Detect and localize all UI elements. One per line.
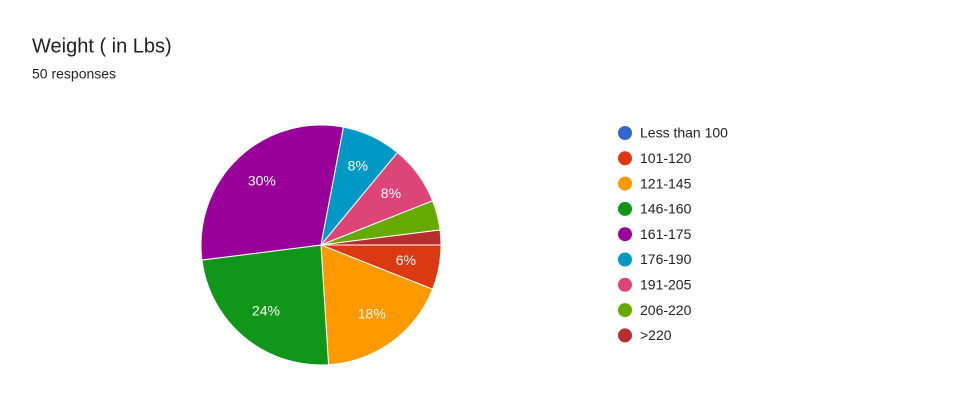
legend-marker	[618, 151, 632, 166]
legend-label: 101-120	[640, 150, 692, 166]
legend-label: 146-160	[640, 201, 692, 217]
legend-label: 161-175	[640, 226, 692, 242]
legend-label: 176-190	[640, 251, 692, 267]
legend-label: 121-145	[640, 175, 692, 191]
pie-slice	[201, 244, 330, 366]
legend-label: 191-205	[640, 277, 692, 293]
legend-label: >220	[640, 327, 672, 343]
slice-label: 8%	[381, 185, 401, 201]
legend-label: 206-220	[640, 302, 692, 318]
slice-label: 18%	[358, 306, 386, 322]
legend-marker	[618, 126, 632, 140]
legend-marker	[618, 227, 632, 242]
legend-marker	[618, 303, 632, 318]
pie-slice	[200, 124, 345, 261]
chart-title: Weight ( in Lbs)	[32, 35, 172, 57]
slice-label: 30%	[248, 173, 276, 189]
slice-label: 24%	[252, 302, 280, 318]
pie-slice	[320, 244, 434, 366]
legend-marker	[618, 176, 632, 191]
slice-label: 8%	[348, 158, 368, 174]
legend-marker	[618, 277, 632, 292]
legend-marker	[618, 252, 632, 267]
slice-label: 6%	[396, 252, 416, 268]
legend-marker	[618, 201, 632, 216]
chart-subtitle: 50 responses	[32, 66, 116, 82]
legend-marker	[618, 328, 632, 343]
pie-slice	[320, 229, 442, 246]
legend-label: Less than 100	[640, 125, 728, 141]
